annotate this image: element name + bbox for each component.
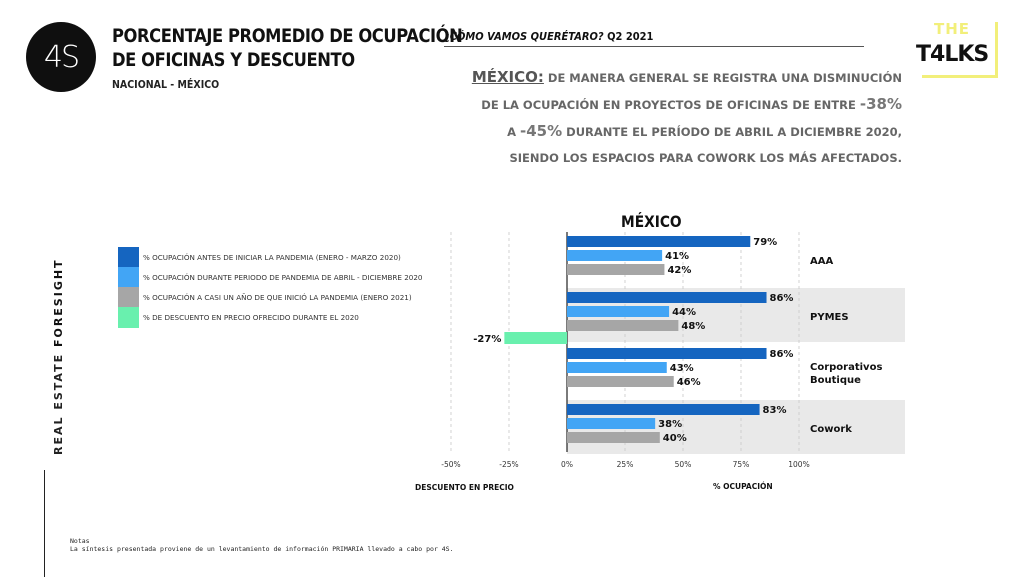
chart-title: MÉXICO bbox=[621, 212, 682, 231]
occupancy-bar bbox=[567, 376, 674, 387]
kicker-period: Q2 2021 bbox=[607, 30, 654, 43]
the-talks-logo: THE T4LKS bbox=[916, 20, 1000, 82]
occupancy-bar bbox=[567, 320, 679, 331]
talks-logo-word: T4LKS bbox=[916, 42, 989, 67]
bar-value-label: 42% bbox=[667, 265, 691, 276]
summary-part-1: DE MANERA GENERAL SE REGISTRA UNA DISMIN… bbox=[481, 71, 902, 112]
x-tick-label: -50% bbox=[441, 460, 460, 469]
talks-logo-frame bbox=[922, 22, 998, 78]
occupancy-bar bbox=[567, 404, 760, 415]
legend-swatch bbox=[118, 247, 139, 268]
x-tick-label: 25% bbox=[617, 460, 634, 469]
x-axis-label-occupancy: % OCUPACIÓN bbox=[713, 482, 773, 491]
bar-value-label: 43% bbox=[670, 363, 694, 374]
summary-country: MÉXICO: bbox=[471, 68, 544, 86]
kicker: ¿CÓMO VAMOS QUERÉTARO? Q2 2021 bbox=[444, 30, 653, 43]
occupancy-bar bbox=[567, 362, 667, 373]
discount-value-label: -27% bbox=[473, 334, 501, 345]
legend-swatch bbox=[118, 267, 139, 288]
legend-swatch bbox=[118, 287, 139, 308]
page-title: PORCENTAJE PROMEDIO DE OCUPACIÓN DE OFIC… bbox=[112, 24, 463, 72]
occupancy-bar bbox=[567, 264, 665, 275]
category-label: Boutique bbox=[810, 375, 861, 386]
summary-pct-high: -45% bbox=[520, 122, 563, 140]
occupancy-bar bbox=[567, 250, 663, 261]
notes: Notas La síntesis presentada proviene de… bbox=[70, 537, 454, 553]
summary-text: MÉXICO: DE MANERA GENERAL SE REGISTRA UN… bbox=[470, 64, 902, 171]
x-tick-label: 75% bbox=[733, 460, 750, 469]
legend-item-one-year-after: % OCUPACIÓN A CASI UN AÑO DE QUE INICIÓ … bbox=[118, 287, 412, 308]
legend-label: % OCUPACIÓN ANTES DE INICIAR LA PANDEMIA… bbox=[143, 253, 401, 262]
legend-label: % OCUPACIÓN A CASI UN AÑO DE QUE INICIÓ … bbox=[143, 293, 412, 302]
legend-swatch bbox=[118, 307, 139, 328]
x-tick-label: -25% bbox=[499, 460, 518, 469]
category-label: AAA bbox=[810, 256, 833, 267]
occupancy-bar bbox=[567, 348, 767, 359]
x-tick-label: 50% bbox=[675, 460, 692, 469]
occupancy-bar bbox=[567, 432, 660, 443]
bar-value-label: 79% bbox=[753, 237, 777, 248]
talks-logo-top: THE bbox=[934, 20, 971, 38]
legend-item-during-pandemic: % OCUPACIÓN DURANTE PERIODO DE PANDEMIA … bbox=[118, 267, 423, 288]
bar-value-label: 40% bbox=[663, 433, 687, 444]
legend-item-pre-pandemic: % OCUPACIÓN ANTES DE INICIAR LA PANDEMIA… bbox=[118, 247, 401, 268]
bar-value-label: 48% bbox=[681, 321, 705, 332]
bar-value-label: 83% bbox=[763, 405, 787, 416]
bar-value-label: 38% bbox=[658, 419, 682, 430]
legend-item-discount: % DE DESCUENTO EN PRECIO OFRECIDO DURANT… bbox=[118, 307, 359, 328]
bar-value-label: 44% bbox=[672, 307, 696, 318]
bar-value-label: 86% bbox=[770, 293, 794, 304]
title-line-1: PORCENTAJE PROMEDIO DE OCUPACIÓN bbox=[112, 25, 463, 47]
legend-label: % OCUPACIÓN DURANTE PERIODO DE PANDEMIA … bbox=[143, 273, 423, 282]
bar-value-label: 86% bbox=[770, 349, 794, 360]
notes-heading: Notas bbox=[70, 537, 90, 545]
brand-logo: 4S bbox=[26, 22, 96, 92]
discount-bar bbox=[504, 332, 567, 344]
title-line-2: DE OFICINAS Y DESCUENTO bbox=[112, 49, 355, 71]
x-axis-label-discount: DESCUENTO EN PRECIO bbox=[415, 483, 514, 492]
x-tick-label: 100% bbox=[788, 460, 809, 469]
kicker-divider bbox=[444, 46, 864, 47]
category-label: Corporativos bbox=[810, 362, 882, 373]
summary-pct-low: -38% bbox=[859, 95, 902, 113]
legend-label: % DE DESCUENTO EN PRECIO OFRECIDO DURANT… bbox=[143, 313, 359, 322]
x-tick-label: 0% bbox=[561, 460, 573, 469]
occupancy-bar bbox=[567, 306, 670, 317]
page-subtitle: NACIONAL - MÉXICO bbox=[112, 78, 220, 91]
occupancy-bar bbox=[567, 236, 751, 247]
kicker-label: ¿CÓMO VAMOS QUERÉTARO? bbox=[444, 30, 604, 43]
bar-value-label: 46% bbox=[677, 377, 701, 388]
notes-text: La síntesis presentada proviene de un le… bbox=[70, 545, 454, 553]
occupancy-bar bbox=[567, 292, 767, 303]
summary-connector: A bbox=[507, 125, 516, 139]
bar-value-label: 41% bbox=[665, 251, 689, 262]
category-label: Cowork bbox=[810, 424, 852, 435]
occupancy-bar bbox=[567, 418, 656, 429]
summary-part-2: DURANTE EL PERÍODO DE ABRIL A DICIEMBRE … bbox=[509, 125, 902, 165]
category-label: PYMES bbox=[810, 312, 849, 323]
side-divider bbox=[44, 470, 45, 577]
